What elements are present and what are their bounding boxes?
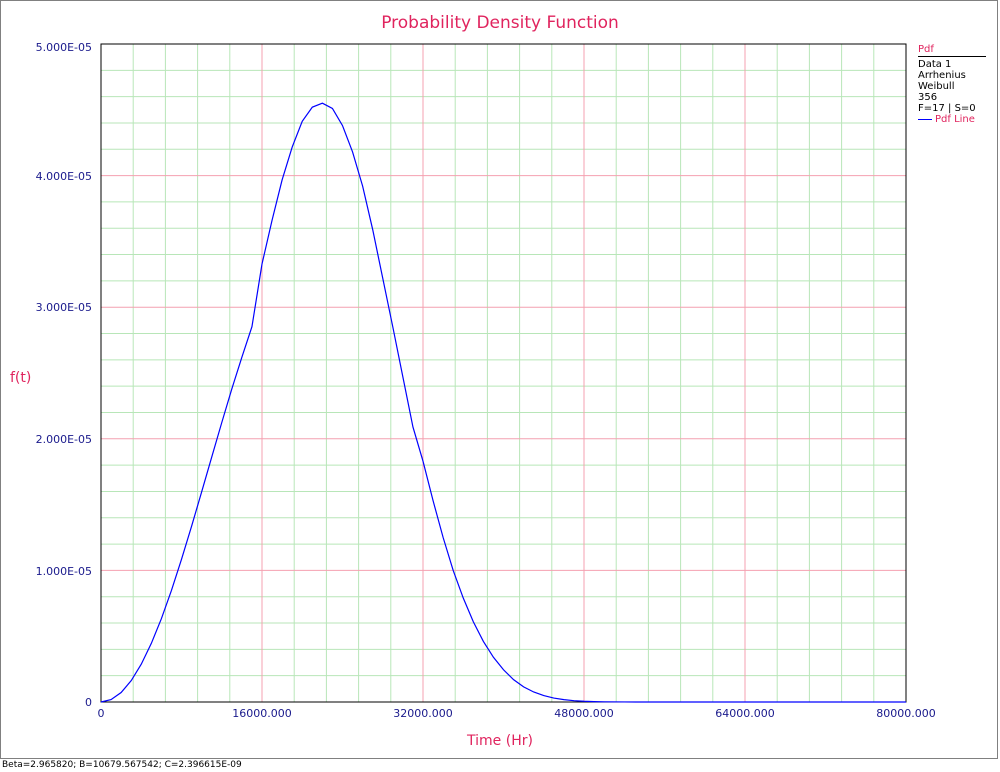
- parameter-footer: Beta=2.965820; B=10679.567542; C=2.39661…: [2, 760, 242, 770]
- legend-header: Pdf: [918, 44, 934, 55]
- y-tick-label: 3.000E-05: [35, 301, 92, 314]
- legend-series-label: Pdf Line: [935, 114, 975, 125]
- legend-line: Arrhenius: [918, 70, 966, 81]
- y-tick-label: 5.000E-05: [35, 41, 92, 54]
- minor-grid: [101, 44, 906, 702]
- x-tick-label: 64000.000: [715, 707, 775, 720]
- legend-line: Data 1: [918, 59, 952, 70]
- legend-line: 356: [918, 92, 938, 103]
- y-tick-label: 1.000E-05: [35, 565, 92, 578]
- major-grid: [101, 44, 906, 702]
- y-axis-label: f(t): [10, 370, 32, 386]
- x-tick-label: 48000.000: [554, 707, 614, 720]
- x-tick-label: 16000.000: [232, 707, 292, 720]
- legend: Pdf Data 1 Arrhenius Weibull 356 F=17 | …: [918, 44, 986, 125]
- legend-line: F=17 | S=0: [918, 103, 976, 114]
- y-tick-label: 0: [85, 696, 92, 709]
- x-tick-label: 32000.000: [393, 707, 453, 720]
- y-tick-label: 4.000E-05: [35, 170, 92, 183]
- legend-divider: [918, 56, 986, 57]
- legend-swatch: [918, 119, 932, 120]
- legend-line: Weibull: [918, 81, 955, 92]
- y-tick-label: 2.000E-05: [35, 433, 92, 446]
- legend-series-pdf-line: Pdf Line: [918, 114, 986, 125]
- x-tick-label: 80000.000: [876, 707, 936, 720]
- x-tick-label: 0: [97, 707, 105, 720]
- x-axis-label: Time (Hr): [467, 733, 533, 749]
- pdf-line: [100, 102, 906, 703]
- plot-border: [100, 43, 907, 703]
- chart-title: Probability Density Function: [381, 13, 619, 33]
